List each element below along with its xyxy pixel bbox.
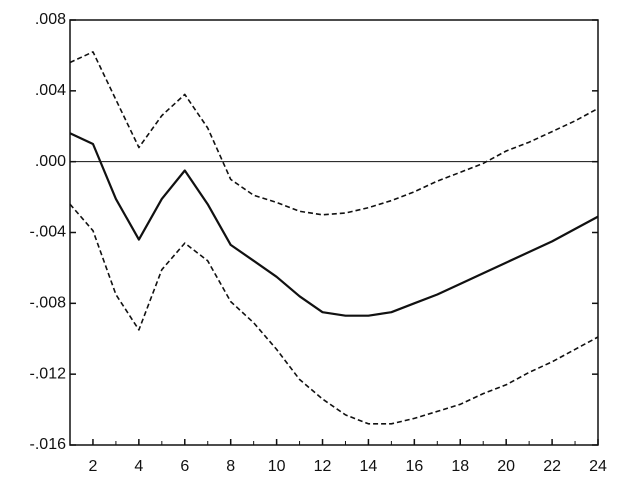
x-tick-label: 2 <box>89 458 98 475</box>
y-tick-label: -.016 <box>30 436 67 453</box>
x-tick-label: 14 <box>360 458 378 475</box>
x-tick-label: 20 <box>497 458 515 475</box>
y-tick-label: -.008 <box>30 295 67 312</box>
x-tick-label: 22 <box>543 458 561 475</box>
x-tick-label: 4 <box>134 458 143 475</box>
x-tick-label: 10 <box>268 458 286 475</box>
y-tick-label: -.012 <box>30 365 67 382</box>
y-tick-label: .000 <box>35 153 66 170</box>
x-tick-label: 16 <box>405 458 423 475</box>
x-tick-label: 18 <box>451 458 469 475</box>
x-tick-label: 6 <box>180 458 189 475</box>
response-line <box>69 132 599 317</box>
band-line <box>69 51 599 216</box>
band-line <box>69 203 599 425</box>
y-tick-label: .008 <box>35 11 66 28</box>
plot-frame <box>69 19 599 446</box>
x-tick-label: 12 <box>314 458 332 475</box>
y-tick-label: -.004 <box>30 224 67 241</box>
y-tick-label: .004 <box>35 82 66 99</box>
x-tick-label: 8 <box>226 458 235 475</box>
x-tick-label: 24 <box>589 458 607 475</box>
